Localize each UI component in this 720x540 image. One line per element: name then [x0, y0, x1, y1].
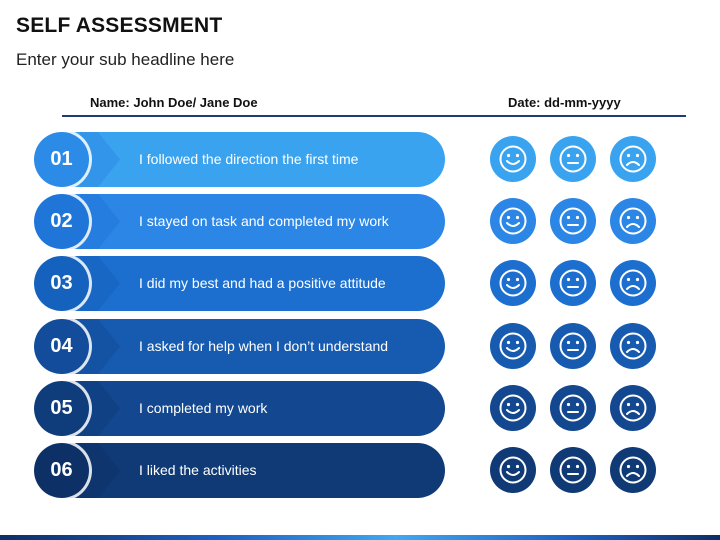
row-number-badge: 05: [34, 381, 89, 436]
row-banner: 02 I stayed on task and completed my work: [34, 194, 445, 249]
neutral-face-icon[interactable]: [550, 260, 596, 306]
row-banner: 01 I followed the direction the first tim…: [34, 132, 445, 187]
sad-face-icon[interactable]: [610, 198, 656, 244]
row-statement: I completed my work: [139, 400, 268, 416]
row-statement: I followed the direction the first time: [139, 151, 359, 167]
sad-face-icon[interactable]: [610, 323, 656, 369]
assessment-row: 05 I completed my work: [34, 381, 445, 436]
sad-face-icon[interactable]: [610, 447, 656, 493]
neutral-face-icon[interactable]: [550, 323, 596, 369]
row-number-badge: 01: [34, 132, 89, 187]
bottom-accent-bar: [0, 535, 720, 540]
assessment-row: 06 I liked the activities: [34, 443, 445, 498]
happy-face-icon[interactable]: [490, 198, 536, 244]
row-number-badge: 04: [34, 319, 89, 374]
assessment-row: 04 I asked for help when I don’t understa…: [34, 319, 445, 374]
assessment-row: 02 I stayed on task and completed my work: [34, 194, 445, 249]
row-banner: 03 I did my best and had a positive attit…: [34, 256, 445, 311]
row-statement: I asked for help when I don’t understand: [139, 338, 389, 354]
row-banner: 05 I completed my work: [34, 381, 445, 436]
row-number-badge: 06: [34, 443, 89, 498]
page-subtitle: Enter your sub headline here: [16, 50, 235, 69]
row-statement: I did my best and had a positive attitud…: [139, 275, 386, 291]
row-banner: 06 I liked the activities: [34, 443, 445, 498]
page-title: SELF ASSESSMENT: [16, 14, 223, 37]
name-label: Name: John Doe/ Jane Doe: [90, 95, 258, 110]
assessment-row: 01 I followed the direction the first tim…: [34, 132, 445, 187]
happy-face-icon[interactable]: [490, 323, 536, 369]
sad-face-icon[interactable]: [610, 385, 656, 431]
happy-face-icon[interactable]: [490, 260, 536, 306]
neutral-face-icon[interactable]: [550, 447, 596, 493]
neutral-face-icon[interactable]: [550, 198, 596, 244]
happy-face-icon[interactable]: [490, 385, 536, 431]
happy-face-icon[interactable]: [490, 447, 536, 493]
row-number-badge: 02: [34, 194, 89, 249]
row-banner: 04 I asked for help when I don’t understa…: [34, 319, 445, 374]
sad-face-icon[interactable]: [610, 260, 656, 306]
date-label: Date: dd-mm-yyyy: [508, 95, 621, 110]
neutral-face-icon[interactable]: [550, 385, 596, 431]
row-number-badge: 03: [34, 256, 89, 311]
sad-face-icon[interactable]: [610, 136, 656, 182]
assessment-row: 03 I did my best and had a positive attit…: [34, 256, 445, 311]
row-statement: I liked the activities: [139, 462, 257, 478]
happy-face-icon[interactable]: [490, 136, 536, 182]
neutral-face-icon[interactable]: [550, 136, 596, 182]
header-divider: [62, 115, 686, 117]
row-statement: I stayed on task and completed my work: [139, 213, 389, 229]
